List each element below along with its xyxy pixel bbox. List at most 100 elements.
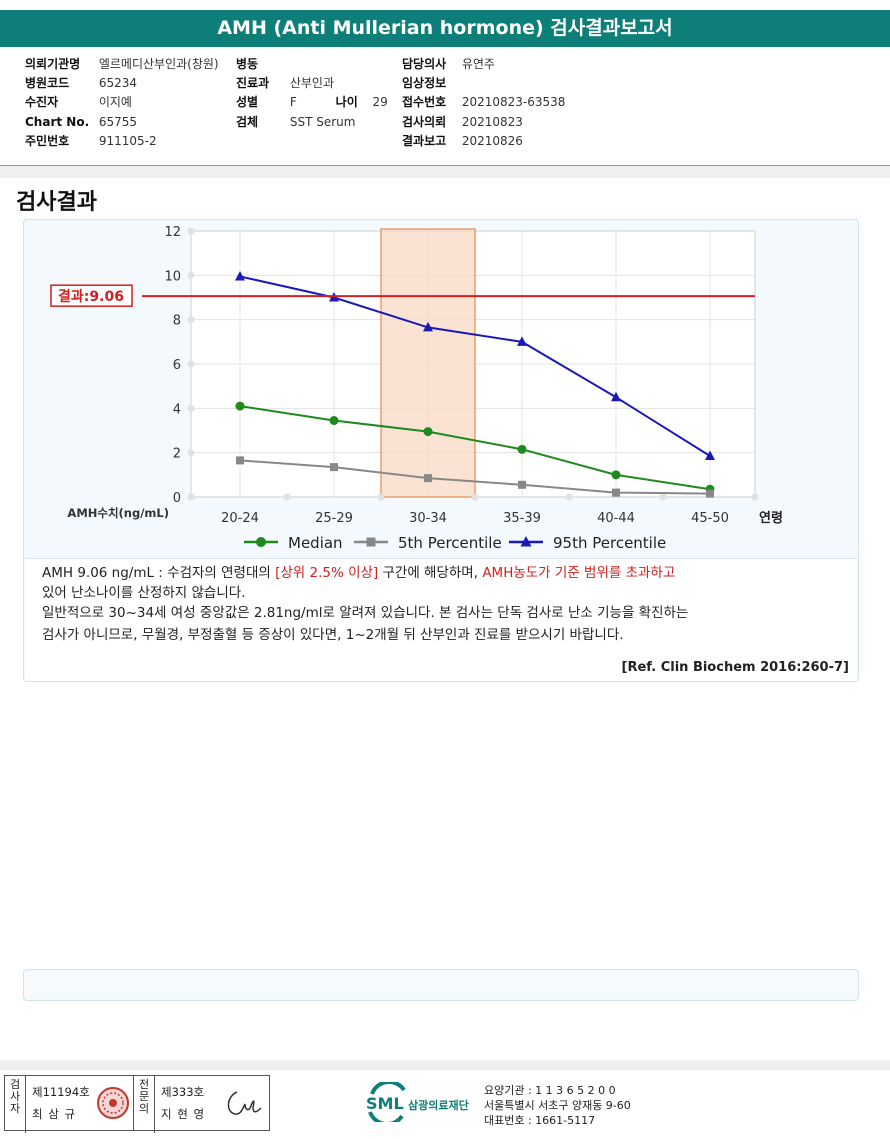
specialist-signature-icon [227,1091,262,1115]
x-tick-label: 40-44 [597,511,635,526]
inspector-seal-icon [97,1087,129,1119]
comment-line-1b: [상위 2.5% 이상] [275,565,379,581]
receipt-no-row: 접수번호 20210823-63538 [402,93,565,111]
ward-label: 병동 [236,57,259,71]
x-tick-label: 20-24 [221,511,259,526]
comment-line-1: AMH 9.06 ng/mL : 수검자의 연령대의 [상위 2.5% 이상] … [42,563,675,584]
y-tick-label: 0 [173,491,181,506]
comment-line-1c: 구간에 해당하며, [378,565,483,581]
receipt-no-value: 20210823-63538 [461,95,566,109]
y-tick-label: 6 [173,358,181,373]
y-tick-label: 4 [173,402,181,417]
data-point [423,321,433,332]
y-tick-dot [187,227,195,235]
age-value: 29 [372,95,388,109]
id-no-row: 주민번호 911105-2 [25,132,157,150]
inspector-no: 제11194호 [32,1085,90,1099]
y-tick-dot [187,404,195,412]
x-tick-dot [751,493,759,501]
x-axis-label: 연령 [759,511,783,526]
report-date-value: 20210826 [461,134,523,148]
signature-box: 검사자 제11194호 최 삼 규 전문의 제333호 지 현 영 [4,1075,270,1133]
section-title: 검사결과 [16,190,97,215]
doctor-row: 담당의사 유연주 [402,55,495,73]
data-point [612,488,620,497]
y-tick-label: 2 [173,447,181,462]
report-title: AMH (Anti Mullerian hormone) 검사결과보고서 [0,10,890,47]
logo-text: SML [366,1094,404,1113]
legend-label: 5th Percentile [398,534,502,552]
care-institution: 요양기관 : 1 1 3 6 5 2 0 0 [484,1084,616,1097]
data-point [706,489,714,498]
institution-label: 의뢰기관명 [25,57,81,71]
foundation-name: 삼광의료재단 [408,1099,469,1112]
doctor-value: 유연주 [461,57,495,71]
data-point [517,336,527,346]
x-tick-dot [283,493,291,501]
inspector-cell: 제11194호 최 삼 규 [26,1076,134,1130]
x-tick-dot [565,493,573,501]
clinical-info-row: 임상정보 [402,74,462,92]
y-tick-dot [187,360,195,368]
data-point [517,444,527,454]
data-point [424,474,432,483]
x-tick-label: 25-29 [315,511,353,526]
institution-value: 엘르메디산부인과(창원) [98,57,219,71]
data-point [329,416,339,426]
series-line-1 [239,459,711,495]
sex-row: 성별 F 나이 29 [236,93,388,111]
specimen-row: 검체 SST Serum [236,113,355,131]
department-value: 산부인과 [289,76,334,90]
sex-label: 성별 [236,95,259,109]
receipt-no-label: 접수번호 [402,95,447,109]
request-date-label: 검사의뢰 [402,115,447,129]
y-tick-label: 10 [164,269,181,284]
x-tick-label: 35-39 [503,511,541,526]
y-tick-label: 12 [164,225,181,240]
comment-line-1d: AMH농도가 기준 범위를 초과하고 [482,565,676,581]
clinical-info-label: 임상정보 [402,76,447,90]
data-point [235,401,245,411]
footer-divider [0,1060,890,1070]
x-tick-dot [187,493,195,501]
comment-line-1a: AMH 9.06 ng/mL : 수검자의 연령대의 [42,565,276,581]
id-no-value: 911105-2 [98,134,157,148]
report-date-row: 결과보고 20210826 [402,132,523,150]
data-point [236,456,244,465]
data-point [518,480,526,489]
legend-marker [256,537,266,547]
result-comment: AMH 9.06 ng/mL : 수검자의 연령대의 [상위 2.5% 이상] … [25,558,857,681]
specialist-label-text: 전문의 [138,1078,150,1115]
patient-label: 수진자 [25,95,59,109]
patient-value: 이지예 [98,95,132,109]
ward-row: 병동 [236,55,290,73]
specialist-cell: 제333호 지 현 영 [155,1076,267,1130]
data-point [235,270,245,281]
data-point [330,463,338,472]
series-line-2 [239,275,711,457]
data-point [705,450,715,460]
doctor-label: 담당의사 [402,57,447,71]
request-date-row: 검사의뢰 20210823 [402,113,523,131]
sex-value: F [289,95,297,109]
data-point [423,427,433,437]
hospital-code-value: 65234 [98,76,138,90]
x-tick-label: 30-34 [409,511,447,526]
hospital-code-row: 병원코드 65234 [25,74,137,92]
highlight-band [380,228,476,498]
y-tick-label: 8 [173,314,181,329]
specialist-no: 제333호 [161,1085,205,1099]
phone: 대표번호 : 1661-5117 [484,1114,596,1127]
comment-line-4: 검사가 아니므로, 무월경, 부정출혈 등 증상이 있다면, 1~2개월 뒤 산… [42,627,624,643]
y-tick-dot [187,449,195,457]
y-tick-dot [187,271,195,279]
y-tick-dot [187,316,195,324]
empty-notes-box [23,969,859,1001]
department-label: 진료과 [236,76,270,90]
x-tick-dot [659,493,667,501]
chart-no-row: Chart No. 65755 [25,113,137,131]
age-label: 나이 [335,95,358,109]
y-axis-label: AMH수치(ng/mL) [67,506,169,520]
data-point [611,391,621,402]
institution-info: 요양기관 : 1 1 3 6 5 2 0 0 서울특별시 서초구 양재동 9-6… [484,1083,631,1128]
